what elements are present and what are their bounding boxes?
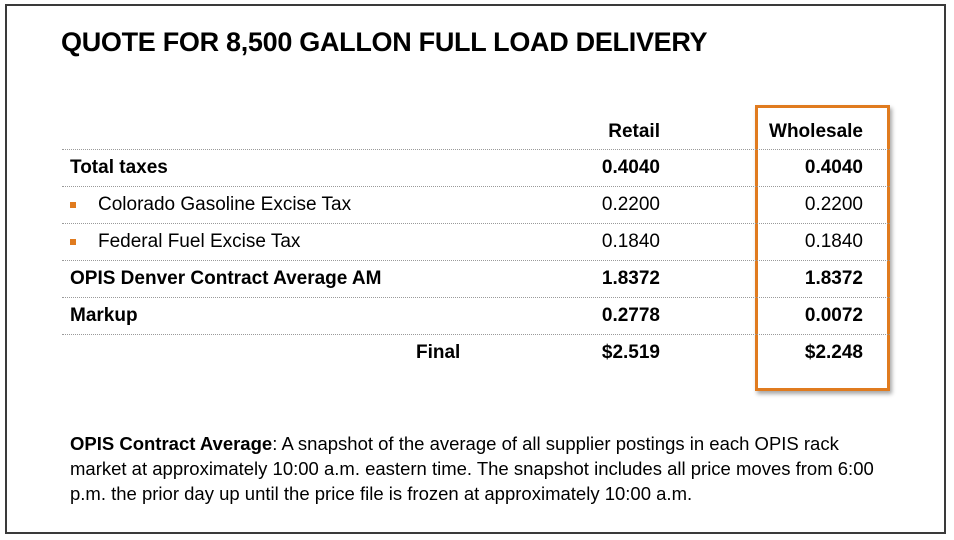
note-text: : A snapshot of the average of all suppl… xyxy=(70,433,874,504)
row-label: OPIS Denver Contract Average AM xyxy=(70,268,382,289)
row-label-group: Federal Fuel Excise Tax xyxy=(70,224,300,260)
table-row-final: Final $2.519 $2.248 xyxy=(62,335,890,371)
note-term: OPIS Contract Average xyxy=(70,433,273,454)
row-label-group: Colorado Gasoline Excise Tax xyxy=(70,187,351,223)
table-row-federal-tax: Federal Fuel Excise Tax 0.1840 0.1840 xyxy=(62,224,890,261)
table-row-opis-average: OPIS Denver Contract Average AM 1.8372 1… xyxy=(62,261,890,298)
retail-value: 0.1840 xyxy=(601,231,660,252)
definition-note: OPIS Contract Average: A snapshot of the… xyxy=(70,431,890,506)
retail-value: 0.2200 xyxy=(601,194,660,215)
wholesale-value: $2.248 xyxy=(804,342,863,363)
slide-frame xyxy=(5,4,946,534)
table-header-row: Retail Wholesale xyxy=(62,115,890,150)
page-title: QUOTE FOR 8,500 GALLON FULL LOAD DELIVER… xyxy=(61,27,708,57)
row-label: Colorado Gasoline Excise Tax xyxy=(98,194,352,215)
row-label: Final xyxy=(416,342,461,363)
retail-value: $2.519 xyxy=(601,342,660,363)
row-label: Federal Fuel Excise Tax xyxy=(98,231,301,252)
wholesale-value: 0.2200 xyxy=(804,194,863,215)
bullet-square-icon xyxy=(70,239,76,245)
row-label: Markup xyxy=(70,305,138,326)
retail-column-header: Retail xyxy=(608,121,660,142)
table-row-total-taxes: Total taxes 0.4040 0.4040 xyxy=(62,150,890,187)
retail-value: 1.8372 xyxy=(601,268,660,289)
row-label: Total taxes xyxy=(70,157,168,178)
table-row-colorado-tax: Colorado Gasoline Excise Tax 0.2200 0.22… xyxy=(62,187,890,224)
wholesale-value: 1.8372 xyxy=(804,268,863,289)
table-row-markup: Markup 0.2778 0.0072 xyxy=(62,298,890,335)
wholesale-value: 0.4040 xyxy=(804,157,863,178)
wholesale-value: 0.1840 xyxy=(804,231,863,252)
wholesale-column-header: Wholesale xyxy=(769,121,863,142)
retail-value: 0.2778 xyxy=(601,305,660,326)
bullet-square-icon xyxy=(70,202,76,208)
wholesale-value: 0.0072 xyxy=(804,305,863,326)
retail-value: 0.4040 xyxy=(601,157,660,178)
wholesale-highlight-box xyxy=(755,105,890,391)
quote-table: Retail Wholesale Total taxes 0.4040 0.40… xyxy=(62,115,890,371)
